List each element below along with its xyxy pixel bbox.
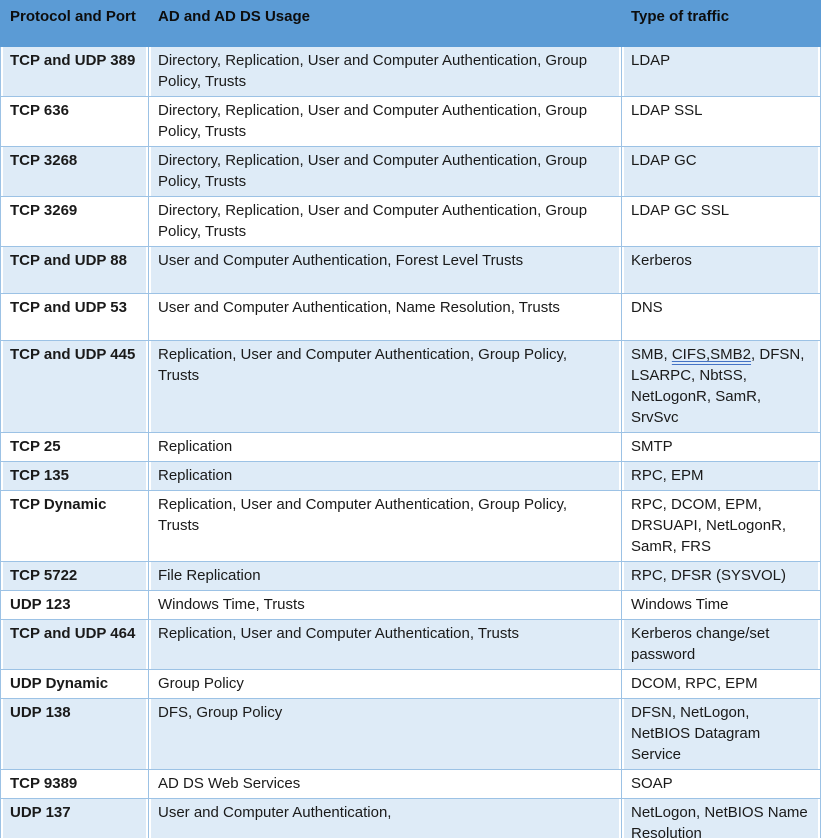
table-row: TCP 9389 AD DS Web Services SOAP: [0, 769, 821, 799]
cell-port: UDP Dynamic: [0, 669, 149, 699]
cell-usage: AD DS Web Services: [148, 769, 622, 799]
header-row: Protocol and Port AD and AD DS Usage Typ…: [0, 0, 821, 47]
cell-traffic: NetLogon, NetBIOS Name Resolution: [621, 798, 821, 838]
cell-usage: DFS, Group Policy: [148, 698, 622, 770]
cell-traffic: SMTP: [621, 432, 821, 462]
cell-traffic: RPC, DFSR (SYSVOL): [621, 561, 821, 591]
cell-port: TCP 25: [0, 432, 149, 462]
header-traffic: Type of traffic: [621, 0, 821, 47]
table-row: UDP 123 Windows Time, Trusts Windows Tim…: [0, 590, 821, 620]
cell-traffic: DNS: [621, 293, 821, 341]
cell-usage: Windows Time, Trusts: [148, 590, 622, 620]
table-row: TCP Dynamic Replication, User and Comput…: [0, 490, 821, 562]
cell-usage: Replication, User and Computer Authentic…: [148, 619, 622, 670]
cell-traffic: Windows Time: [621, 590, 821, 620]
cell-port: TCP and UDP 445: [0, 340, 149, 433]
table-row: TCP 3268 Directory, Replication, User an…: [0, 146, 821, 197]
cell-port: TCP 9389: [0, 769, 149, 799]
table-row: UDP Dynamic Group Policy DCOM, RPC, EPM: [0, 669, 821, 699]
cell-traffic: SMB, CIFS,SMB2, DFSN, LSARPC, NbtSS, Net…: [621, 340, 821, 433]
table-row: TCP and UDP 445 Replication, User and Co…: [0, 340, 821, 433]
header-usage: AD and AD DS Usage: [148, 0, 622, 47]
header-protocol-port: Protocol and Port: [0, 0, 149, 47]
cell-port: TCP and UDP 464: [0, 619, 149, 670]
cell-usage: Replication: [148, 432, 622, 462]
cell-usage: File Replication: [148, 561, 622, 591]
cell-port: TCP 3269: [0, 196, 149, 247]
cell-usage: Group Policy: [148, 669, 622, 699]
table-row: TCP and UDP 88 User and Computer Authent…: [0, 246, 821, 294]
traffic-text-before: SMB,: [631, 346, 672, 363]
table-row: TCP 25 Replication SMTP: [0, 432, 821, 462]
cell-port: UDP 138: [0, 698, 149, 770]
cell-port: TCP and UDP 389: [0, 46, 149, 97]
cell-port: TCP Dynamic: [0, 490, 149, 562]
table-row: UDP 137 User and Computer Authentication…: [0, 798, 821, 838]
cell-traffic: DFSN, NetLogon, NetBIOS Datagram Service: [621, 698, 821, 770]
cell-usage: Directory, Replication, User and Compute…: [148, 146, 622, 197]
table-row: TCP and UDP 389 Directory, Replication, …: [0, 46, 821, 97]
cell-usage: User and Computer Authentication, Forest…: [148, 246, 622, 294]
cell-usage: Replication, User and Computer Authentic…: [148, 490, 622, 562]
cell-traffic: LDAP: [621, 46, 821, 97]
cell-usage: Directory, Replication, User and Compute…: [148, 196, 622, 247]
cell-traffic: SOAP: [621, 769, 821, 799]
table-row: TCP 636 Directory, Replication, User and…: [0, 96, 821, 147]
cell-traffic: LDAP GC: [621, 146, 821, 197]
cell-port: TCP and UDP 88: [0, 246, 149, 294]
cell-traffic: RPC, DCOM, EPM, DRSUAPI, NetLogonR, SamR…: [621, 490, 821, 562]
table-row: UDP 138 DFS, Group Policy DFSN, NetLogon…: [0, 698, 821, 770]
cell-usage: Replication: [148, 461, 622, 491]
cell-usage: Directory, Replication, User and Compute…: [148, 96, 622, 147]
table-row: TCP and UDP 464 Replication, User and Co…: [0, 619, 821, 670]
cell-usage: Directory, Replication, User and Compute…: [148, 46, 622, 97]
cell-usage: User and Computer Authentication, Name R…: [148, 293, 622, 341]
cell-traffic: DCOM, RPC, EPM: [621, 669, 821, 699]
cell-traffic: Kerberos change/set password: [621, 619, 821, 670]
table-row: TCP 5722 File Replication RPC, DFSR (SYS…: [0, 561, 821, 591]
cell-usage: User and Computer Authentication,: [148, 798, 622, 838]
cell-traffic: LDAP GC SSL: [621, 196, 821, 247]
table-row: TCP 3269 Directory, Replication, User an…: [0, 196, 821, 247]
cell-port: UDP 123: [0, 590, 149, 620]
cell-port: TCP 135: [0, 461, 149, 491]
cell-traffic: RPC, EPM: [621, 461, 821, 491]
traffic-text-after: , DFSN, LSARPC, NbtSS, NetLogonR, SamR, …: [631, 346, 805, 426]
cell-traffic: Kerberos: [621, 246, 821, 294]
cell-port: TCP 3268: [0, 146, 149, 197]
cell-traffic: LDAP SSL: [621, 96, 821, 147]
cifs-smb2-link[interactable]: CIFS,SMB2: [671, 346, 752, 363]
cell-port: UDP 137: [0, 798, 149, 838]
cell-port: TCP 636: [0, 96, 149, 147]
cell-port: TCP and UDP 53: [0, 293, 149, 341]
table-row: TCP 135 Replication RPC, EPM: [0, 461, 821, 491]
cell-port: TCP 5722: [0, 561, 149, 591]
cell-usage: Replication, User and Computer Authentic…: [148, 340, 622, 433]
table-row: TCP and UDP 53 User and Computer Authent…: [0, 293, 821, 341]
